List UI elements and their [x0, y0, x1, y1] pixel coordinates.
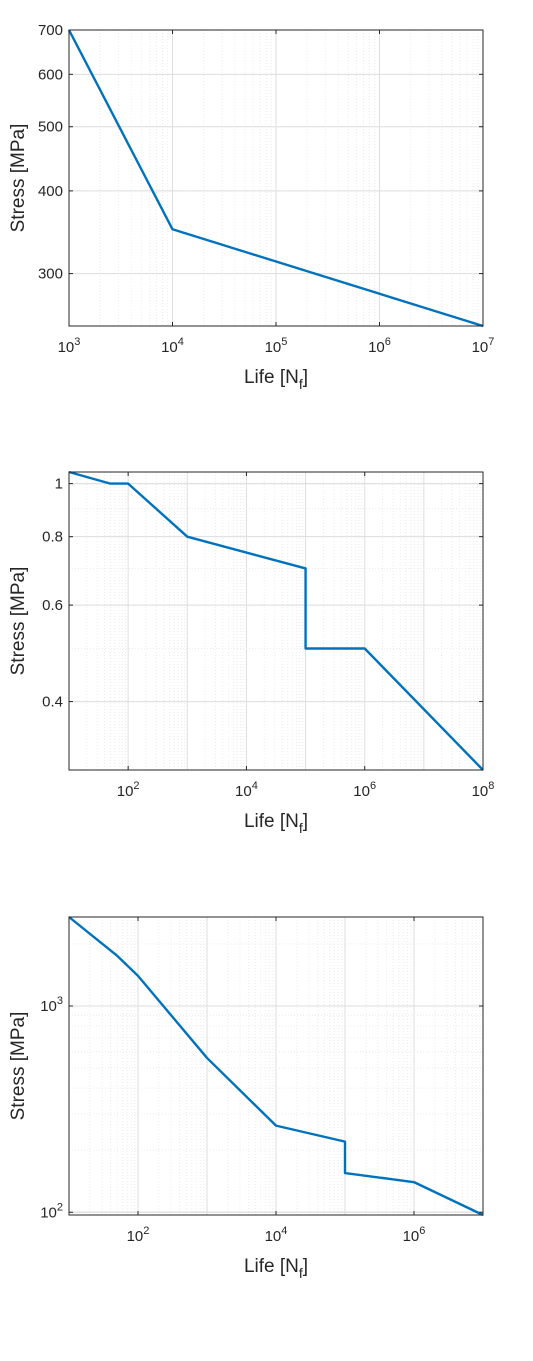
x-axis: 102 104 106 [127, 917, 426, 1245]
grid [68, 472, 484, 771]
x-axis: 102 104 106 108 [117, 472, 495, 800]
y-tick-label: 0.4 [42, 694, 63, 711]
series-line-1 [68, 916, 484, 1217]
y-tick-label: 700 [38, 22, 63, 39]
x-axis-label: Life [Nf] [244, 1256, 308, 1281]
y-tick-label: 102 [40, 1201, 63, 1221]
series-line-1 [68, 470, 484, 771]
x-tick-label: 104 [265, 1225, 288, 1245]
y-tick-label: 0.6 [42, 597, 63, 614]
y-axis: 0.4 0.6 0.8 1 [42, 476, 483, 711]
x-tick-label: 102 [127, 1225, 150, 1245]
chart-3: 102 104 106 102 103 Life [Nf] Stress [MPa] [8, 916, 484, 1281]
x-axis-label: Life [Nf] [244, 367, 308, 392]
grid [68, 917, 484, 1215]
x-tick-label: 108 [472, 780, 495, 800]
y-tick-label: 400 [38, 183, 63, 200]
x-tick-label: 102 [117, 780, 140, 800]
x-axis: 103 104 105 106 107 [58, 30, 495, 356]
y-axis-label: Stress [MPa] [8, 567, 29, 676]
x-tick-label: 105 [265, 336, 288, 356]
x-tick-label: 106 [403, 1225, 426, 1245]
x-tick-label: 104 [235, 780, 258, 800]
y-tick-label: 600 [38, 66, 63, 83]
y-tick-label: 300 [38, 266, 63, 283]
x-tick-label: 107 [472, 336, 495, 356]
x-axis-label: Life [Nf] [244, 811, 308, 836]
chart-1: 103 104 105 106 107 300 400 500 600 700 Life [Nf] S… [8, 22, 494, 392]
y-tick-label: 500 [38, 119, 63, 136]
y-axis-label: Stress [MPa] [8, 124, 29, 233]
grid [68, 29, 484, 326]
y-tick-label: 1 [55, 476, 63, 493]
y-axis: 300 400 500 600 700 [38, 22, 483, 283]
y-axis: 102 103 [40, 995, 483, 1221]
x-tick-label: 106 [368, 336, 391, 356]
y-axis-label: Stress [MPa] [8, 1012, 29, 1121]
y-tick-label: 103 [40, 995, 63, 1015]
y-tick-label: 0.8 [42, 529, 63, 546]
series-line-1 [67, 29, 484, 328]
x-tick-label: 104 [161, 336, 184, 356]
chart-2: 102 104 106 108 0.4 0.6 0.8 1 Life [Nf] Stress [M… [8, 470, 495, 836]
plot-frame [68, 471, 484, 771]
x-tick-label: 106 [353, 780, 376, 800]
x-tick-label: 103 [58, 336, 81, 356]
